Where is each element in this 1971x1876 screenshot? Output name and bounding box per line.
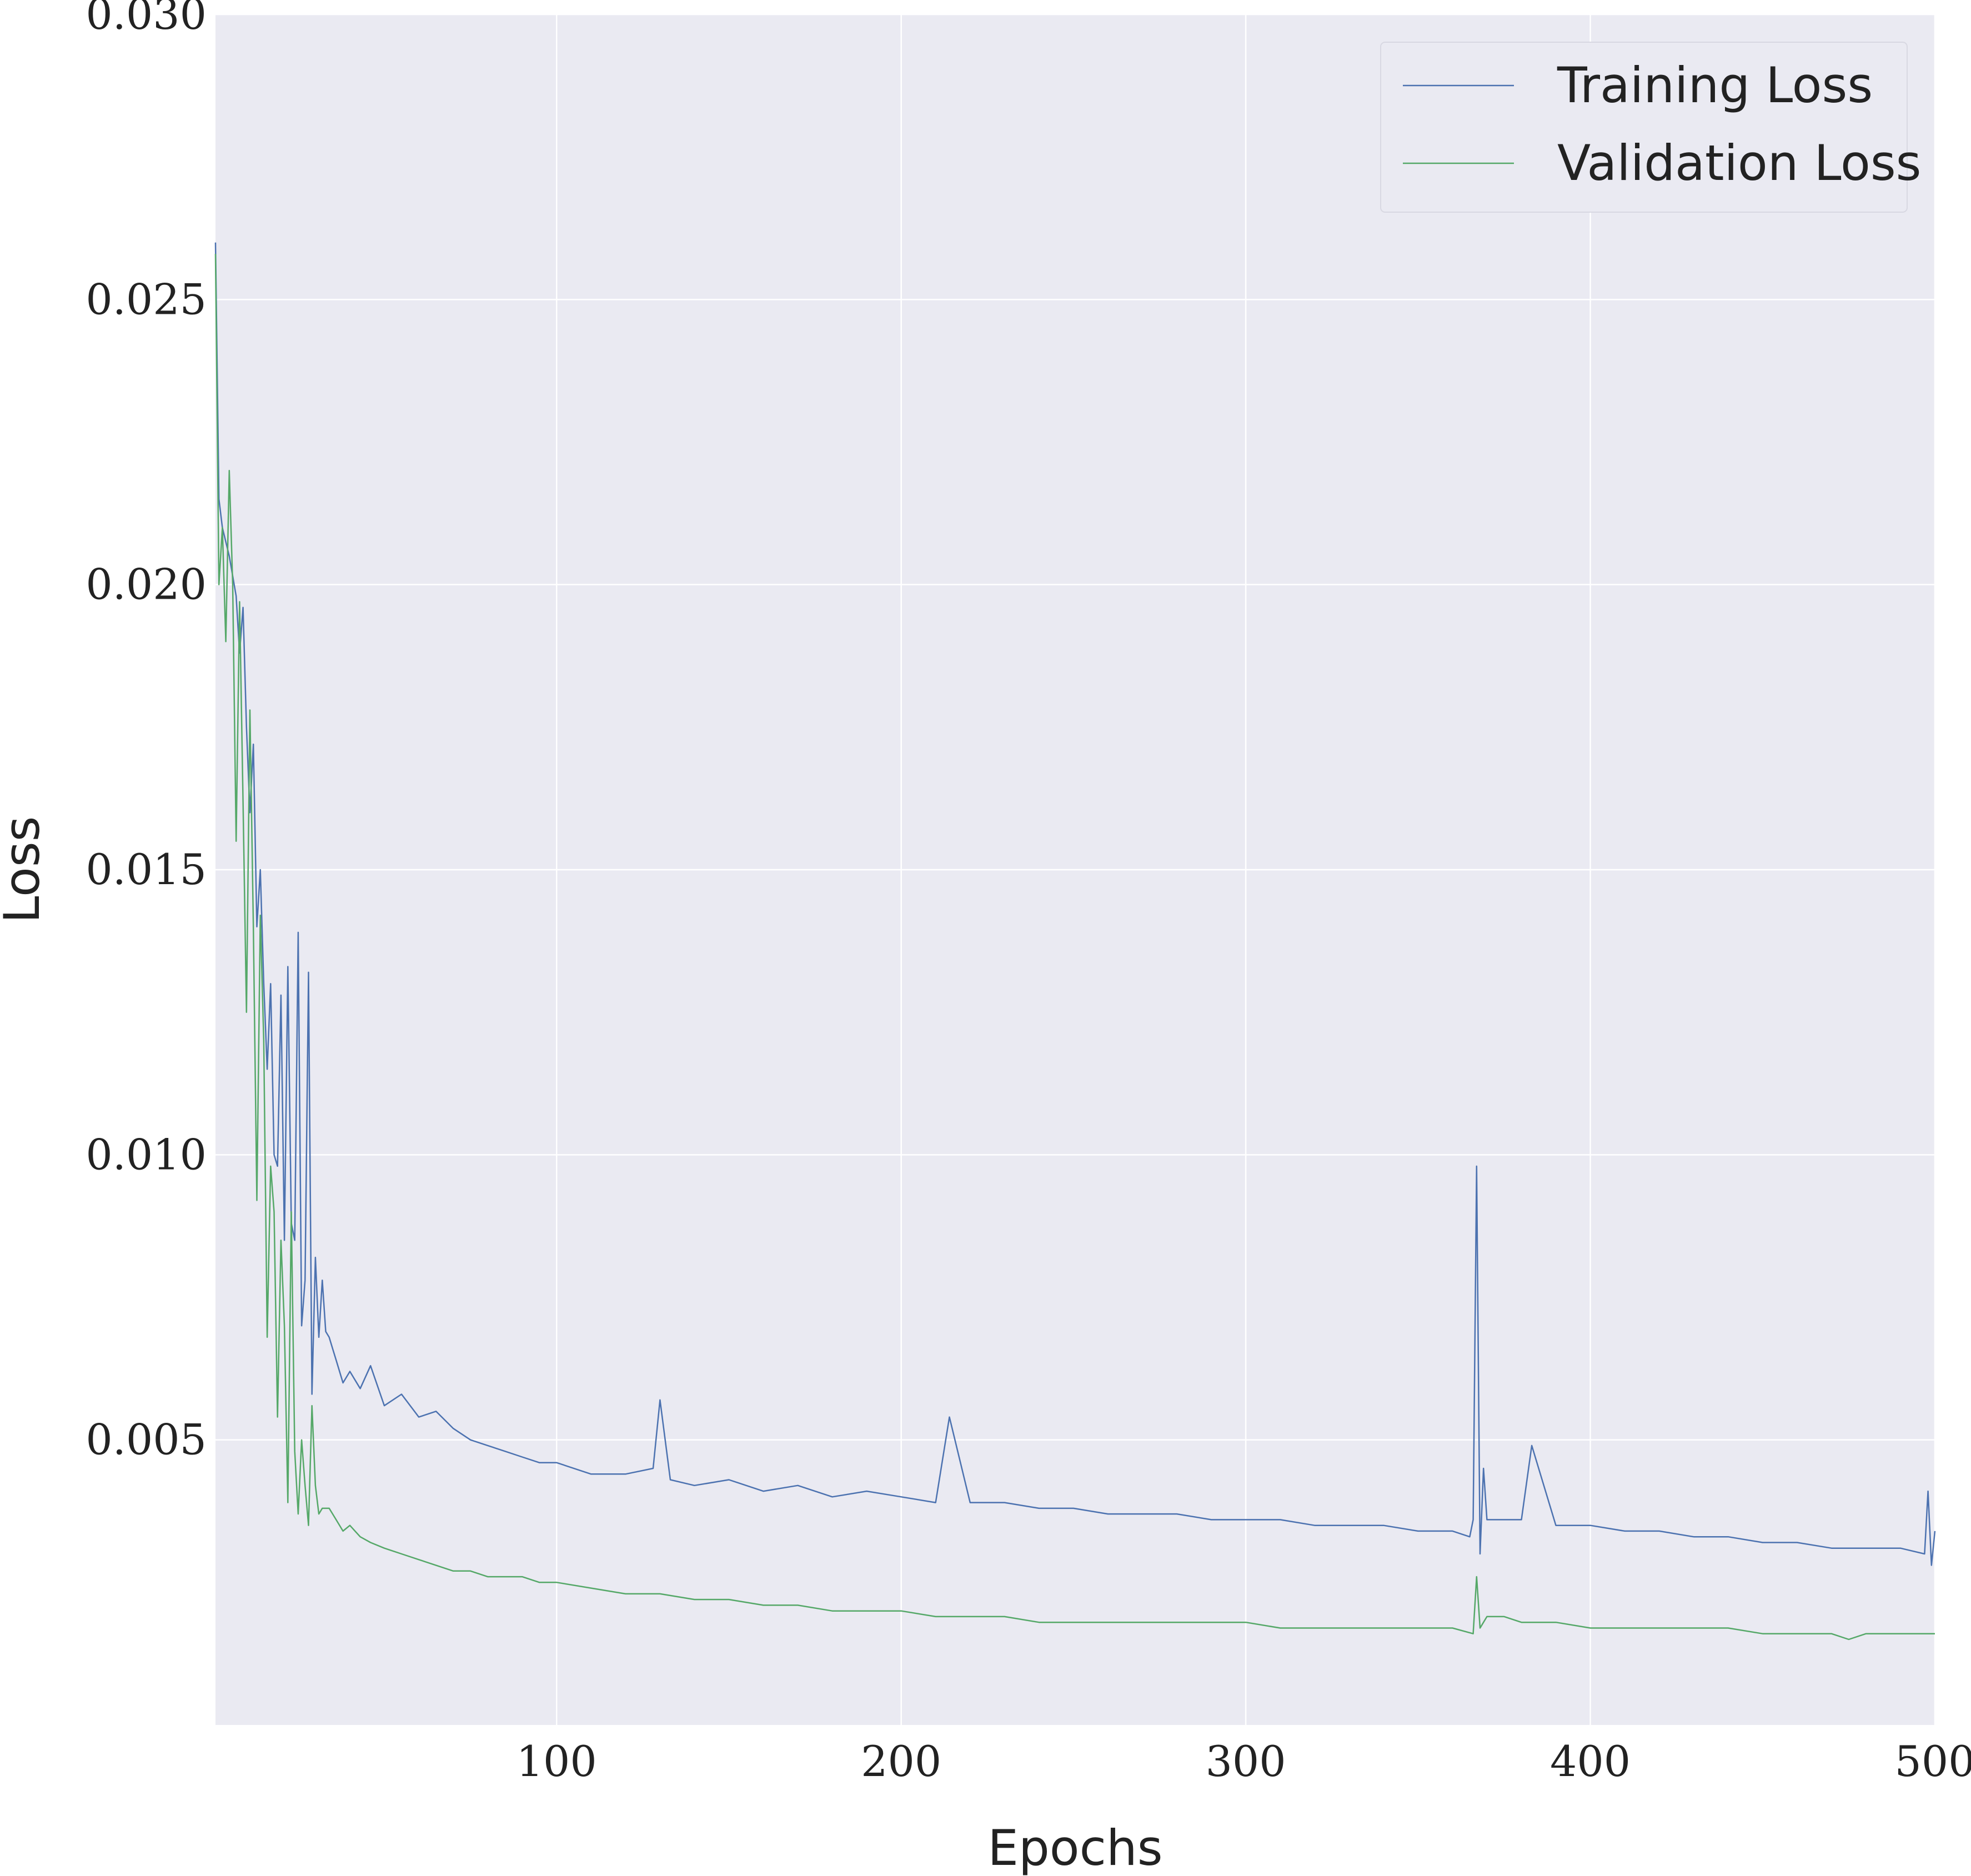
grid-lines	[215, 13, 1936, 1725]
y-tick-label: 0.020	[86, 560, 207, 609]
validation-loss-line	[214, 254, 1935, 1641]
legend-box	[1380, 42, 1908, 213]
y-tick-label: 0.010	[86, 1130, 207, 1179]
training-loss-line	[214, 242, 1936, 1566]
x-axis-label: Epochs	[987, 1819, 1162, 1876]
x-tick-label: 200	[861, 1737, 941, 1786]
x-tick-label: 500	[1894, 1737, 1971, 1786]
x-tick-label: 400	[1550, 1737, 1631, 1786]
x-tick-label: 100	[516, 1737, 597, 1786]
legend-label-validation-loss: Validation Loss	[1557, 134, 1922, 192]
y-tick-label: 0.005	[86, 1415, 207, 1464]
legend: Training Loss Validation Loss	[1380, 42, 1922, 213]
legend-label-training-loss: Training Loss	[1557, 57, 1873, 114]
y-tick-label: 0.025	[86, 274, 207, 324]
y-tick-label: 0.015	[86, 845, 207, 894]
x-tick-label: 300	[1206, 1737, 1286, 1786]
tick-labels: 100 200 300 400 500 0.005 0.010 0.015 0.020 0.025…	[86, 0, 1971, 1786]
y-axis-label: Loss	[0, 816, 51, 923]
series-layer	[214, 242, 1936, 1641]
y-tick-label: 0.030	[86, 0, 207, 39]
